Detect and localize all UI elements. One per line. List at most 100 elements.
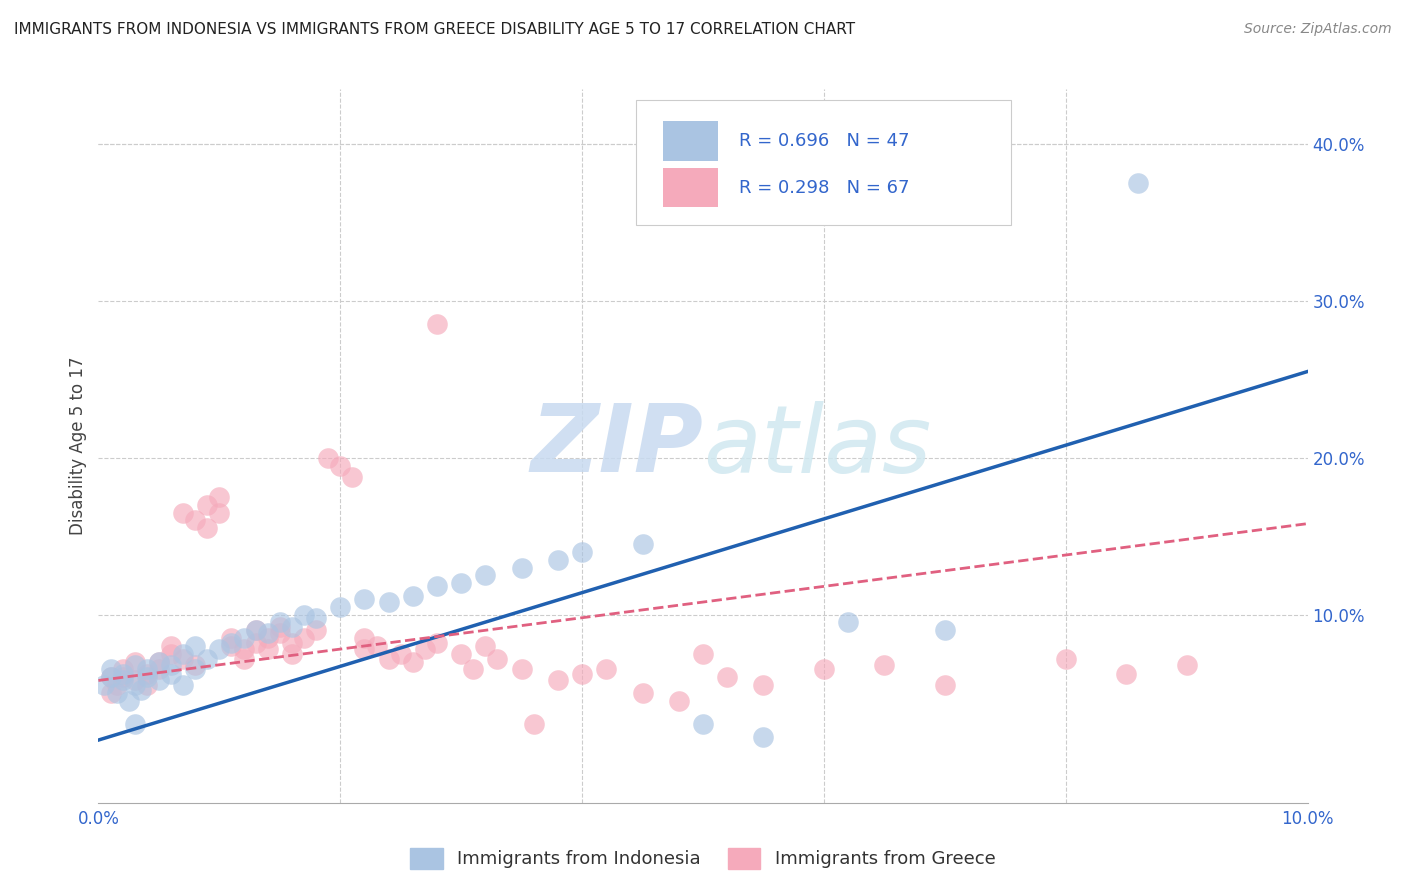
Point bbox=[692, 717, 714, 731]
Point bbox=[184, 657, 207, 672]
Point bbox=[105, 678, 128, 692]
Point bbox=[377, 651, 399, 665]
Point bbox=[329, 599, 352, 614]
Point bbox=[129, 682, 152, 697]
Point bbox=[547, 552, 569, 566]
Point bbox=[292, 607, 315, 622]
Point bbox=[100, 686, 122, 700]
Point bbox=[450, 647, 472, 661]
Point bbox=[172, 506, 194, 520]
Point bbox=[124, 657, 146, 672]
Point bbox=[100, 670, 122, 684]
Point bbox=[474, 568, 496, 582]
Point bbox=[124, 717, 146, 731]
Point bbox=[111, 673, 134, 688]
Point bbox=[389, 647, 412, 661]
Point bbox=[1115, 667, 1137, 681]
Point bbox=[172, 647, 194, 661]
Point bbox=[100, 663, 122, 677]
Text: R = 0.298   N = 67: R = 0.298 N = 67 bbox=[740, 178, 910, 196]
Point bbox=[316, 450, 339, 465]
Point bbox=[450, 576, 472, 591]
Legend: Immigrants from Indonesia, Immigrants from Greece: Immigrants from Indonesia, Immigrants fr… bbox=[404, 840, 1002, 876]
Point bbox=[631, 537, 654, 551]
FancyBboxPatch shape bbox=[664, 121, 717, 161]
Point bbox=[232, 642, 254, 657]
Point bbox=[135, 678, 157, 692]
Point bbox=[571, 545, 593, 559]
Point bbox=[184, 663, 207, 677]
Point bbox=[148, 655, 170, 669]
Point bbox=[305, 624, 328, 638]
Point bbox=[148, 655, 170, 669]
Point bbox=[184, 514, 207, 528]
Point bbox=[353, 591, 375, 606]
Point bbox=[1054, 651, 1077, 665]
FancyBboxPatch shape bbox=[637, 100, 1011, 225]
Point bbox=[463, 663, 485, 677]
Point bbox=[426, 318, 449, 332]
Point bbox=[668, 694, 690, 708]
Text: atlas: atlas bbox=[703, 401, 931, 491]
Point bbox=[716, 670, 738, 684]
Point bbox=[245, 636, 267, 650]
Text: ZIP: ZIP bbox=[530, 400, 703, 492]
Point bbox=[510, 560, 533, 574]
Point bbox=[93, 678, 115, 692]
Point bbox=[160, 647, 183, 661]
Point bbox=[208, 506, 231, 520]
Point bbox=[269, 620, 291, 634]
Point bbox=[329, 458, 352, 473]
Text: IMMIGRANTS FROM INDONESIA VS IMMIGRANTS FROM GREECE DISABILITY AGE 5 TO 17 CORRE: IMMIGRANTS FROM INDONESIA VS IMMIGRANTS … bbox=[14, 22, 855, 37]
Point bbox=[1128, 176, 1150, 190]
Point bbox=[353, 642, 375, 657]
FancyBboxPatch shape bbox=[664, 168, 717, 207]
Point bbox=[281, 647, 304, 661]
Point bbox=[402, 655, 425, 669]
Point bbox=[111, 670, 134, 684]
Point bbox=[547, 673, 569, 688]
Point bbox=[148, 673, 170, 688]
Point bbox=[100, 670, 122, 684]
Point bbox=[245, 624, 267, 638]
Y-axis label: Disability Age 5 to 17: Disability Age 5 to 17 bbox=[69, 357, 87, 535]
Point bbox=[135, 663, 157, 677]
Point bbox=[172, 651, 194, 665]
Point bbox=[148, 663, 170, 677]
Point bbox=[221, 631, 243, 645]
Text: Source: ZipAtlas.com: Source: ZipAtlas.com bbox=[1244, 22, 1392, 37]
Point bbox=[195, 498, 218, 512]
Point bbox=[353, 631, 375, 645]
Point bbox=[172, 678, 194, 692]
Point bbox=[160, 667, 183, 681]
Point bbox=[1175, 657, 1198, 672]
Point bbox=[195, 521, 218, 535]
Point bbox=[124, 678, 146, 692]
Point bbox=[221, 636, 243, 650]
Point bbox=[752, 678, 775, 692]
Point bbox=[208, 490, 231, 504]
Point bbox=[124, 655, 146, 669]
Point bbox=[160, 639, 183, 653]
Point bbox=[256, 626, 278, 640]
Point bbox=[595, 663, 617, 677]
Point bbox=[366, 639, 388, 653]
Point bbox=[474, 639, 496, 653]
Point bbox=[402, 589, 425, 603]
Point bbox=[837, 615, 859, 630]
Point bbox=[305, 611, 328, 625]
Point bbox=[292, 631, 315, 645]
Point bbox=[245, 624, 267, 638]
Point bbox=[934, 624, 956, 638]
Point bbox=[281, 620, 304, 634]
Point bbox=[135, 667, 157, 681]
Point bbox=[692, 647, 714, 661]
Point bbox=[377, 595, 399, 609]
Point bbox=[135, 670, 157, 684]
Point bbox=[813, 663, 835, 677]
Point bbox=[426, 636, 449, 650]
Point bbox=[256, 642, 278, 657]
Point bbox=[631, 686, 654, 700]
Text: R = 0.696   N = 47: R = 0.696 N = 47 bbox=[740, 132, 910, 150]
Point bbox=[160, 657, 183, 672]
